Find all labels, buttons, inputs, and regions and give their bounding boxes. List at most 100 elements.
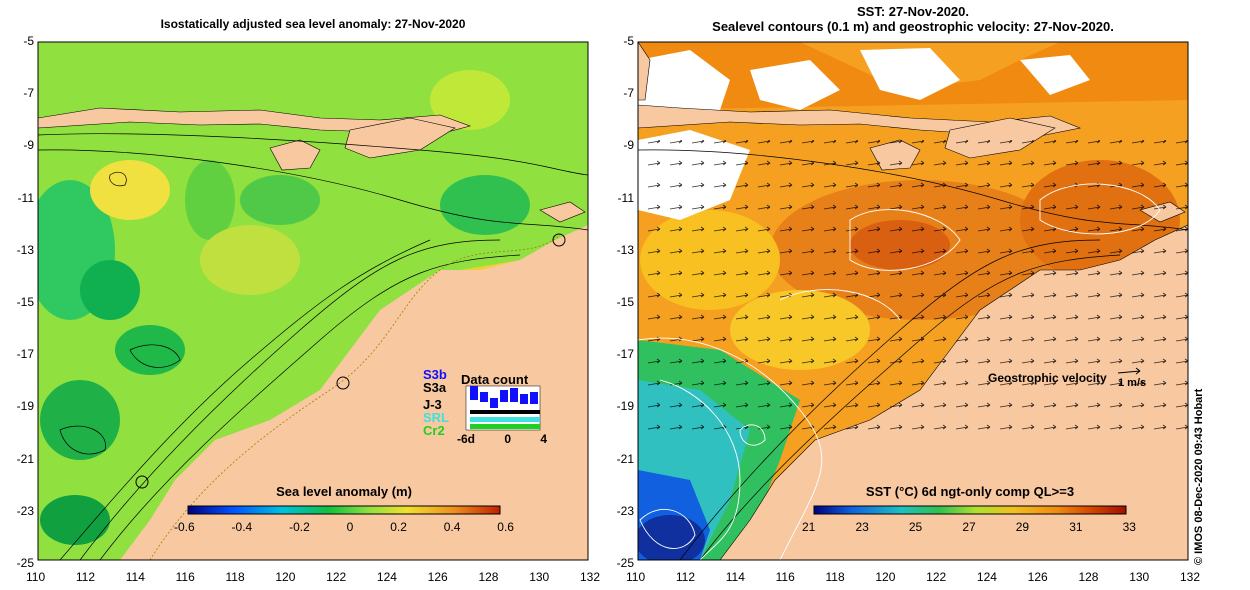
lon-tick: 116 (175, 570, 195, 584)
sla-colorbar-label: Sea level anomaly (m) (276, 484, 412, 499)
data-count-x-ticks: -6d 0 4 (457, 432, 547, 446)
lon-tick: 120 (275, 570, 296, 584)
sat-j3: J-3 (423, 397, 442, 412)
sla-colorbar-ticks: -0.6 -0.4 -0.2 0 0.2 0.4 0.6 (174, 520, 514, 534)
sla-tick: -0.4 (231, 520, 253, 534)
lat-tick: -19 (616, 399, 634, 414)
lon-tick: 130 (1129, 570, 1150, 584)
sea-level-contours (638, 183, 1161, 560)
lon-tick: 126 (1027, 570, 1048, 584)
lon-tick: 120 (875, 570, 896, 584)
sst-colorbar-label: SST (°C) 6d ngt-only comp QL>=3 (865, 484, 1075, 499)
bathymetry-contours (38, 133, 588, 560)
right-title-line1: SST: 27-Nov-2020. (857, 4, 969, 19)
right-lat-axis: -5 -7 -9 -11 -13 -15 -17 -19 -21 -23 -25 (604, 34, 634, 570)
sst-tick: 25 (908, 520, 923, 534)
sla-tick: -0.2 (289, 520, 310, 534)
lat-tick: -7 (623, 86, 634, 101)
lat-tick: -15 (16, 294, 34, 309)
sla-tick: 0.4 (443, 520, 461, 534)
lat-tick: -11 (617, 190, 634, 205)
lon-tick: 126 (427, 570, 448, 584)
lon-tick: 128 (478, 570, 499, 584)
satellite-list: S3b S3a J-3 SRL Cr2 (423, 368, 449, 437)
sst-colorbar-ticks: 21 23 25 27 29 31 33 (802, 520, 1136, 534)
sst-tick: 21 (802, 520, 816, 534)
lat-tick: -25 (16, 555, 34, 570)
sat-s3a: S3a (423, 380, 447, 395)
lat-tick: -9 (23, 138, 34, 153)
sla-tick: 0.6 (497, 520, 514, 534)
velocity-scale: 1 m/s (1118, 377, 1147, 389)
sla-tick: 0.2 (390, 520, 407, 534)
lat-tick: -9 (623, 138, 634, 153)
tide-gauge-marker (135, 475, 149, 489)
sla-tick: -0.6 (174, 520, 195, 534)
sst-tick: 31 (1069, 520, 1083, 534)
lon-tick: 114 (125, 570, 145, 584)
lat-tick: -5 (623, 34, 634, 48)
lon-tick: 110 (626, 570, 646, 584)
lon-tick: 122 (926, 570, 947, 584)
sst-tick: 23 (855, 520, 869, 534)
lon-tick: 112 (75, 570, 96, 584)
lat-tick: -17 (16, 347, 34, 362)
sst-tick: 27 (962, 520, 976, 534)
lon-tick: 118 (225, 570, 245, 584)
lon-tick: 116 (775, 570, 795, 584)
right-title-line2: Sealevel contours (0.1 m) and geostrophi… (712, 19, 1114, 34)
lat-tick: -19 (16, 399, 34, 414)
lat-tick: -21 (16, 451, 34, 466)
sla-tick: 0 (346, 520, 354, 534)
lat-tick: -23 (16, 503, 34, 518)
lat-tick: -25 (616, 555, 634, 570)
count-tick: 0 (504, 432, 511, 446)
lat-tick: -13 (16, 242, 34, 257)
lon-tick: 114 (725, 570, 745, 584)
lat-tick: -17 (616, 347, 634, 362)
lat-tick: -7 (23, 86, 34, 101)
sat-s3b: S3b (423, 367, 447, 382)
sat-srl: SRL (423, 410, 449, 425)
left-lat-axis: -5 -7 -9 -11 -13 -15 -17 -19 -21 -23 -25 (4, 34, 34, 570)
bathymetry-contours (638, 149, 1188, 560)
lat-tick: -11 (17, 190, 34, 205)
data-count-bars (465, 385, 541, 431)
australia-land (120, 225, 588, 560)
velocity-label: Geostrophic velocity (988, 371, 1107, 385)
lat-tick: -13 (616, 242, 634, 257)
velocity-scale-arrow (1117, 367, 1141, 375)
tide-gauge-marker (552, 233, 566, 247)
lon-tick: 112 (675, 570, 696, 584)
left-panel-title: Isostatically adjusted sea level anomaly… (160, 17, 466, 31)
right-panel-title: SST: 27-Nov-2020. Sealevel contours (0.1… (638, 4, 1188, 34)
sst-map (637, 41, 1189, 561)
lat-tick: -21 (616, 451, 634, 466)
sat-cr2: Cr2 (423, 423, 445, 438)
lon-tick: 130 (529, 570, 550, 584)
right-lon-axis: 110 112 114 116 118 120 122 124 126 128 … (626, 570, 1200, 584)
left-lon-axis: 110 112 114 116 118 120 122 124 126 128 … (26, 570, 600, 584)
indonesia-islands (38, 107, 586, 223)
sla-colorbar (187, 505, 501, 515)
data-count-title: Data count (461, 372, 529, 387)
right-map-frame (637, 41, 1189, 561)
lon-tick: 110 (26, 570, 46, 584)
left-map-frame (37, 41, 589, 561)
lon-tick: 132 (579, 570, 600, 584)
sea-level-anomaly-map (37, 41, 589, 561)
lat-tick: -5 (23, 34, 34, 48)
tide-gauge-marker (336, 376, 350, 390)
lon-tick: 118 (825, 570, 845, 584)
imos-credit: © IMOS 08-Dec-2020 09:43 Hobart (1193, 388, 1205, 565)
sst-tick: 33 (1122, 520, 1136, 534)
count-tick: 4 (540, 432, 547, 446)
lon-tick: 128 (1078, 570, 1099, 584)
lat-tick: -23 (616, 503, 634, 518)
lon-tick: 132 (1179, 570, 1200, 584)
count-tick: -6d (457, 432, 475, 446)
lat-tick: -15 (616, 294, 634, 309)
sst-tick: 29 (1015, 520, 1030, 534)
sst-colorbar (813, 505, 1127, 515)
lon-tick: 124 (976, 570, 997, 584)
